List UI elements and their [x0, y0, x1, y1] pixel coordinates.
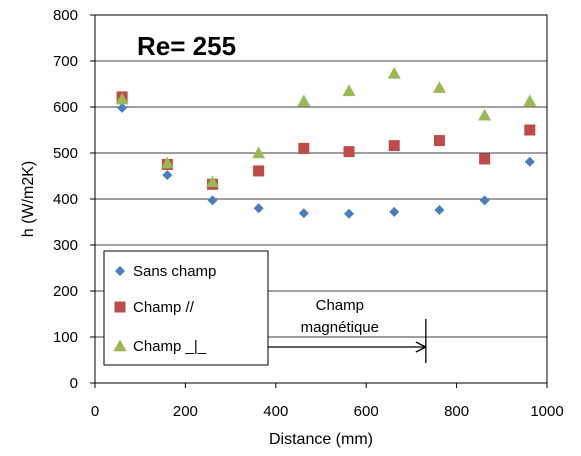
- x-tick-label: 200: [173, 403, 198, 420]
- data-point-series-2: [387, 66, 401, 79]
- y-tick-label: 300: [53, 237, 78, 254]
- data-point-series-2: [432, 81, 446, 93]
- data-point-series-0: [479, 195, 490, 206]
- data-point-series-2: [160, 156, 174, 169]
- legend-box: [103, 250, 269, 366]
- legend-label-champ-perpendicular: Champ _|_: [133, 338, 207, 355]
- legend-label-sans-champ: Sans champ: [133, 263, 216, 280]
- data-point-series-2: [342, 84, 356, 97]
- legend-entry-sans-champ: Sans champ: [115, 263, 216, 280]
- data-point-series-0: [344, 208, 355, 219]
- x-tick-label: 1000: [530, 403, 563, 420]
- y-axis-label: h (W/m2K): [20, 161, 37, 237]
- legend-marker: [113, 339, 127, 352]
- data-point-series-2: [478, 108, 492, 121]
- legend-marker: [114, 301, 126, 313]
- data-point-series-2: [206, 175, 220, 188]
- x-tick-label: 0: [91, 403, 99, 420]
- y-tick-label: 700: [53, 53, 78, 70]
- data-point-series-0: [298, 208, 309, 219]
- data-point-series-1: [524, 124, 536, 136]
- data-point-series-0: [524, 156, 535, 167]
- data-point-series-0: [434, 205, 445, 216]
- data-point-series-1: [479, 153, 491, 165]
- legend: Sans champ Champ // Champ _|_: [103, 250, 269, 366]
- x-tick-label: 400: [263, 403, 288, 420]
- legend-entry-champ-parallel: Champ //: [114, 299, 195, 316]
- y-tick-label: 100: [53, 329, 78, 346]
- x-axis-label: Distance (mm): [269, 431, 373, 448]
- data-point-series-1: [343, 146, 355, 158]
- y-tick-label: 500: [53, 145, 78, 162]
- annotation: Champ magnétique: [252, 297, 428, 363]
- data-point-series-2: [252, 146, 266, 159]
- data-point-series-1: [253, 165, 265, 177]
- data-point-series-0: [117, 102, 128, 113]
- annotation-arrowhead-right: [415, 341, 428, 353]
- y-tick-label: 800: [53, 7, 78, 24]
- legend-entry-champ-perpendicular: Champ _|_: [113, 338, 207, 355]
- x-tick-label: 800: [444, 403, 469, 420]
- data-point-series-0: [389, 206, 400, 217]
- data-point-series-2: [297, 94, 311, 107]
- legend-label-champ-parallel: Champ //: [133, 299, 195, 316]
- x-axis: 0 200 400 600 800 1000: [91, 383, 564, 420]
- data-point-series-1: [298, 142, 310, 154]
- data-point-series-1: [388, 140, 400, 152]
- y-tick-label: 400: [53, 191, 78, 208]
- y-axis: 0 100 200 300 400 500 600 700 800: [53, 7, 95, 392]
- chart-title: Re= 255: [137, 31, 236, 61]
- y-tick-label: 0: [70, 375, 78, 392]
- annotation-line-1: Champ: [316, 297, 364, 314]
- data-point-series-0: [207, 195, 218, 206]
- y-tick-label: 200: [53, 283, 78, 300]
- x-tick-label: 600: [354, 403, 379, 420]
- series-markers: [115, 66, 537, 219]
- data-point-series-2: [115, 92, 129, 105]
- data-point-series-1: [433, 135, 445, 147]
- annotation-line-2: magnétique: [301, 319, 379, 336]
- y-tick-label: 600: [53, 99, 78, 116]
- data-point-series-0: [253, 203, 264, 214]
- data-point-series-2: [523, 94, 537, 107]
- data-point-series-0: [162, 170, 173, 181]
- legend-marker: [115, 266, 125, 276]
